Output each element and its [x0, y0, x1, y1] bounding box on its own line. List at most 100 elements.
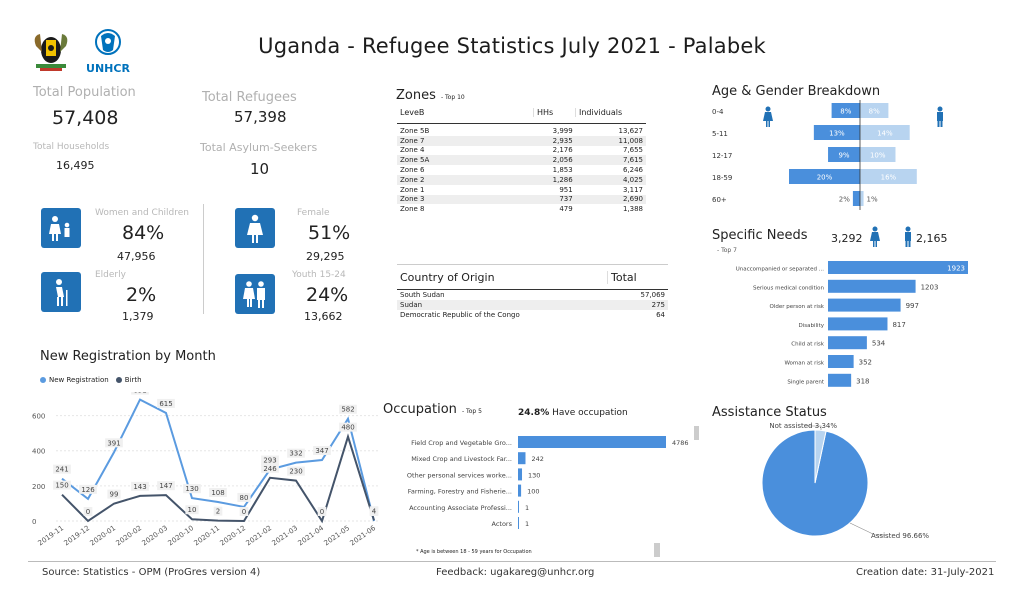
age-label-male: 13% [829, 130, 845, 138]
reg-label-bg [261, 455, 279, 465]
occupation-bar [518, 468, 523, 481]
occupation-tick-label: Farming, Forestry and Fisherie... [408, 488, 512, 496]
needs-value-label: 352 [859, 359, 872, 367]
zones-header-level[interactable]: LeveB [400, 108, 425, 117]
reg-line-birth [61, 433, 375, 524]
reg-label-new: 80 [240, 494, 249, 502]
table-row[interactable]: Zone 1 951 3,117 [397, 185, 646, 195]
reg-label-new: 332 [289, 450, 302, 458]
occupation-subtitle: - Top 5 [461, 408, 482, 415]
age-label-female: 8% [869, 108, 880, 116]
footer-feedback[interactable]: Feedback: ugakareg@unhcr.org [436, 567, 595, 578]
zones-subtitle: - Top 10 [440, 94, 465, 101]
occupation-scrollbar-top[interactable] [694, 426, 699, 440]
occupation-tick-label: Accounting Associate Professi... [409, 504, 512, 512]
women-children-pct: 84% [122, 222, 165, 244]
reg-label-bg [107, 489, 121, 499]
zone-name: Zone 2 [397, 174, 534, 185]
age-bar-male [852, 191, 860, 206]
female-icon [235, 208, 275, 248]
occupation-bar [518, 517, 519, 529]
occupation-tick-label: Field Crop and Vegetable Gro... [411, 439, 512, 447]
elderly-count: 1,379 [122, 310, 154, 323]
zones-table: LeveB HHs Individuals Zone 5B 3,999 13,627… [397, 102, 646, 214]
occupation-scrollbar-bottom[interactable] [654, 543, 660, 557]
elderly-icon [41, 272, 81, 312]
zone-individuals: 2,690 [575, 194, 646, 205]
origin-rows: South Sudan 57,069 Sudan 275 Democratic Repu… [397, 290, 668, 320]
reg-label-new: 241 [55, 466, 68, 474]
reg-x-tick: 2020-03 [141, 524, 170, 547]
age-bar-male [789, 169, 860, 184]
occupation-note: * Age is between 18 - 59 years for Occup… [416, 549, 532, 555]
origin-country: South Sudan [400, 291, 445, 299]
zones-title: Zones [396, 88, 436, 103]
needs-tick-label: Serious medical condition [753, 285, 825, 291]
assistance-chart: Not assisted 3.34% Assisted 96.66% [761, 422, 929, 540]
table-row[interactable]: Zone 5B 3,999 13,627 [397, 126, 646, 136]
reg-x-tick: 2019-12 [63, 524, 92, 547]
reg-label-birth: 0 [320, 508, 324, 516]
zones-header-hhs[interactable]: HHs [533, 108, 575, 117]
table-row[interactable]: Zone 6 1,853 6,246 [397, 165, 646, 175]
zone-name: Zone 5B [400, 126, 430, 135]
origin-country: Sudan [400, 301, 423, 309]
zone-name: Zone 6 [400, 166, 425, 175]
age-label-female: 10% [870, 152, 886, 160]
reg-label-birth: 99 [110, 491, 119, 499]
zone-hhs: 479 [559, 205, 573, 214]
reg-label-birth: 0 [242, 508, 246, 516]
reg-label-new: 615 [159, 400, 172, 408]
reg-label-bg [105, 438, 123, 448]
reg-label-birth: 147 [159, 482, 172, 490]
reg-x-tick: 2020-10 [167, 524, 196, 547]
total-households-label: Total Households [33, 142, 110, 152]
age-label-female: 1% [867, 196, 878, 204]
specific-needs-chart: Unaccompanied or separated ... 1923 Seriou… [736, 261, 968, 387]
registration-legend: New Registration Birth [40, 376, 142, 384]
reg-label-birth: 143 [133, 483, 146, 491]
table-row[interactable]: Zone 7 2,935 11,008 [397, 135, 646, 146]
needs-bar [828, 298, 901, 312]
zone-individuals: 13,627 [618, 126, 644, 135]
table-row[interactable]: Democratic Republic of the Congo 64 [397, 310, 668, 320]
zones-header-individuals[interactable]: Individuals [575, 108, 645, 117]
table-row[interactable]: Zone 2 1,286 4,025 [397, 174, 646, 185]
page-title: Uganda - Refugee Statistics July 2021 - … [258, 34, 766, 58]
total-households-value: 16,495 [56, 159, 95, 172]
origin-total: 57,069 [640, 291, 666, 299]
male-gender-icon [937, 106, 943, 127]
reg-label-birth: 2 [216, 508, 220, 516]
age-tick-label: 5-11 [712, 130, 728, 138]
needs-bar [828, 261, 968, 274]
table-row[interactable]: Zone 4 2,176 7,655 [397, 146, 646, 156]
reg-label-new: 691 [133, 392, 146, 395]
male-needs-icon [903, 226, 913, 252]
women-children-label: Women and Children [95, 208, 189, 218]
occupation-have-pct: 24.8% [518, 408, 550, 418]
zone-name: Zone 8 [400, 205, 425, 214]
zone-hhs: 2,176 [552, 146, 573, 155]
table-row[interactable]: Sudan 275 [397, 300, 668, 310]
table-row[interactable]: Zone 3 737 2,690 [397, 194, 646, 205]
reg-label-new: 582 [341, 406, 354, 414]
zone-individuals: 6,246 [622, 166, 643, 175]
reg-label-bg [287, 466, 305, 476]
reg-label-new: 130 [185, 485, 198, 493]
table-row[interactable]: Zone 8 479 1,388 [397, 204, 646, 214]
table-row[interactable]: Zone 5A 2,056 7,615 [397, 155, 646, 166]
origin-header-total[interactable]: Total [607, 270, 668, 284]
uganda-coat-of-arms-logo [28, 28, 74, 74]
occupation-value-label: 242 [531, 455, 543, 463]
needs-value-label: 997 [906, 302, 919, 310]
origin-header-country[interactable]: Country of Origin [400, 270, 495, 284]
zone-name: Zone 5A [397, 155, 534, 166]
zone-individuals: 3,117 [622, 185, 643, 194]
reg-x-tick: 2019-11 [37, 524, 66, 547]
age-bar-female [860, 103, 889, 118]
table-row[interactable]: South Sudan 57,069 [397, 290, 668, 300]
needs-bar [828, 279, 916, 293]
age-gender-title: Age & Gender Breakdown [712, 84, 881, 99]
zone-name: Zone 1 [400, 185, 425, 194]
needs-bar [828, 317, 888, 331]
